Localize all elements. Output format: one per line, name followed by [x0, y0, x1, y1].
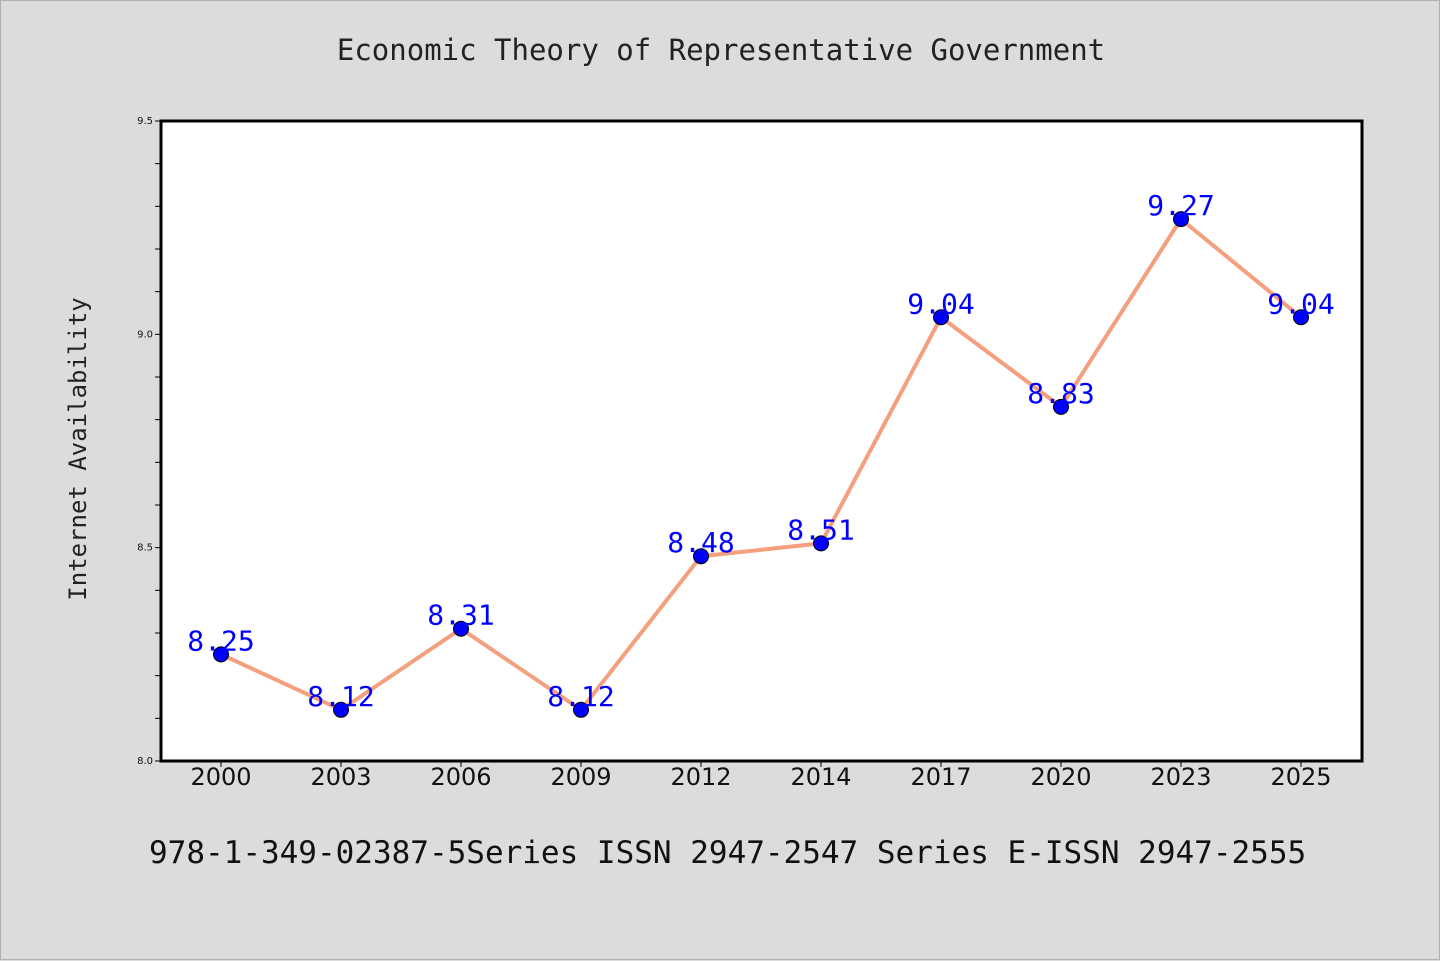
- x-tick-label: 2025: [1270, 763, 1331, 791]
- data-label: 8.25: [187, 624, 254, 657]
- data-point: [333, 701, 349, 718]
- y-axis: 8.0 8.5 9.0 9.5: [137, 116, 161, 767]
- x-tick-label: 2003: [310, 763, 371, 791]
- data-label: 8.51: [787, 513, 854, 546]
- x-tick-label: 2017: [910, 763, 971, 791]
- y-tick-label: 9.5: [137, 116, 153, 127]
- y-tick-label: 8.0: [137, 756, 153, 767]
- x-tick-label: 2000: [190, 763, 251, 791]
- data-label: 9.04: [1267, 287, 1334, 320]
- x-tick-label: 2014: [790, 763, 851, 791]
- x-axis: 2000 2003 2006 2009 2012 2014 2017 2020 2023 2025: [190, 761, 1332, 791]
- series-line: [220, 217, 1303, 712]
- data-point: [813, 535, 829, 552]
- data-label: 8.31: [427, 599, 494, 632]
- data-point: [1293, 309, 1309, 326]
- data-label: 8.12: [547, 680, 614, 713]
- x-tick-label: 2020: [1030, 763, 1091, 791]
- plot-area: [159, 119, 1364, 763]
- data-point: [693, 548, 709, 565]
- data-label: 9.04: [907, 287, 974, 320]
- x-tick-label: 2012: [670, 763, 731, 791]
- data-point: [573, 701, 589, 718]
- data-label: 8.48: [667, 526, 734, 559]
- x-tick-label: 2023: [1150, 763, 1211, 791]
- x-tick-label: 2006: [430, 763, 491, 791]
- data-point: [1053, 398, 1069, 415]
- data-point: [213, 646, 229, 663]
- footer-isbn-text: 978-1-349-02387-5Series ISSN 2947-2547 S…: [149, 835, 1307, 871]
- chart-title: Economic Theory of Representative Govern…: [336, 33, 1106, 67]
- data-point: [453, 620, 469, 637]
- series-points: [213, 211, 1309, 718]
- data-label: 8.83: [1027, 377, 1094, 410]
- data-labels: 8.25 8.12 8.31 8.12 8.48 8.51 9.04 8.83 9.27 9.04: [187, 189, 1334, 713]
- x-tick-label: 2009: [550, 763, 611, 791]
- y-tick-label: 8.5: [137, 543, 153, 554]
- data-label: 8.12: [307, 680, 374, 713]
- y-tick-label: 9.0: [137, 329, 153, 340]
- data-point: [1173, 211, 1189, 228]
- data-label: 9.27: [1147, 189, 1214, 222]
- data-point: [933, 309, 949, 326]
